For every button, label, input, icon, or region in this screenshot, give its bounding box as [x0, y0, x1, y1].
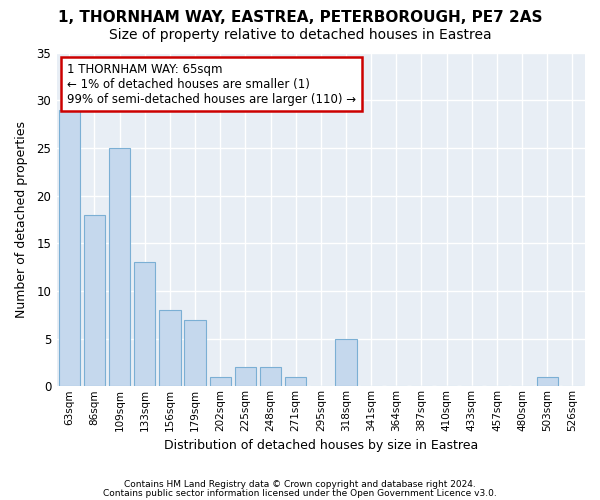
Bar [285, 376, 307, 386]
Text: Contains public sector information licensed under the Open Government Licence v3: Contains public sector information licen… [103, 489, 497, 498]
Text: 1, THORNHAM WAY, EASTREA, PETERBOROUGH, PE7 2AS: 1, THORNHAM WAY, EASTREA, PETERBOROUGH, … [58, 10, 542, 25]
Bar [209, 376, 231, 386]
Text: Size of property relative to detached houses in Eastrea: Size of property relative to detached ho… [109, 28, 491, 42]
Bar [335, 338, 357, 386]
Bar [536, 376, 558, 386]
Bar [109, 148, 130, 386]
Bar [134, 262, 155, 386]
Text: 1 THORNHAM WAY: 65sqm
← 1% of detached houses are smaller (1)
99% of semi-detach: 1 THORNHAM WAY: 65sqm ← 1% of detached h… [67, 62, 356, 106]
Bar [84, 214, 105, 386]
Bar [260, 367, 281, 386]
Y-axis label: Number of detached properties: Number of detached properties [15, 121, 28, 318]
Bar [59, 110, 80, 386]
Text: Contains HM Land Registry data © Crown copyright and database right 2024.: Contains HM Land Registry data © Crown c… [124, 480, 476, 489]
Bar [184, 320, 206, 386]
Bar [159, 310, 181, 386]
Bar [235, 367, 256, 386]
X-axis label: Distribution of detached houses by size in Eastrea: Distribution of detached houses by size … [164, 440, 478, 452]
